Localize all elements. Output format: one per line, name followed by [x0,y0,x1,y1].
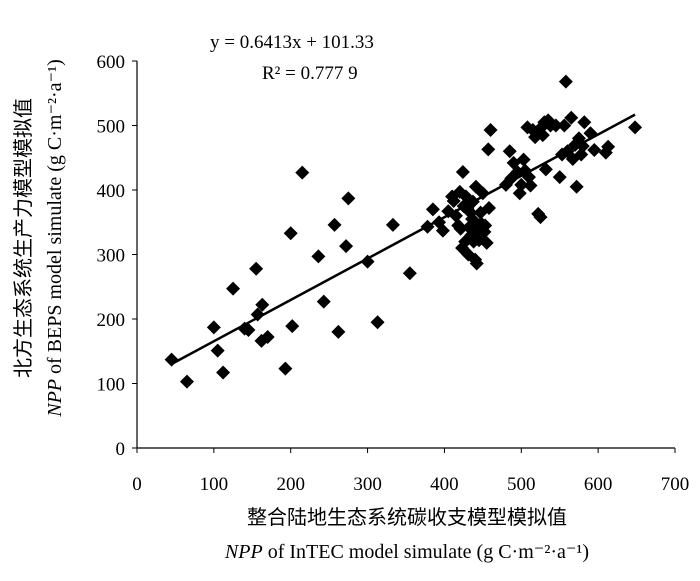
data-point [569,179,584,194]
data-point [331,324,346,339]
data-point [164,352,179,367]
data-point [502,144,517,159]
x-tick-label: 0 [132,474,142,495]
data-point [255,297,270,312]
data-point [482,201,497,216]
data-point [206,320,221,335]
data-point [475,186,490,201]
x-axis-title-en-rest: of InTEC model simulate (g C·m⁻²·a⁻¹) [263,541,589,563]
data-point [285,319,300,334]
plot-frame [136,61,675,449]
fit-equation: y = 0.6413x + 101.33 [210,32,374,53]
y-axis-title-en-rest: of BEPS model simulate (g C·m⁻²·a⁻¹) [44,59,66,379]
y-tick-label: 300 [97,246,126,267]
data-point [402,266,417,281]
data-point [327,217,342,232]
data-point [628,120,643,135]
data-point [587,143,602,158]
data-point [535,128,550,143]
data-point [278,361,293,376]
data-point [558,74,573,89]
data-point [250,307,265,322]
data-point [249,261,264,276]
data-point [226,281,241,296]
x-axis-title-en: NPP of InTEC model simulate (g C·m⁻²·a⁻¹… [224,541,589,563]
data-point [385,217,400,232]
data-point [435,223,450,238]
data-point [514,177,529,192]
data-point [453,221,468,236]
data-point [425,202,440,217]
x-tick-label: 200 [276,474,305,495]
data-point [316,294,331,309]
y-tick-label: 0 [116,439,126,460]
y-tick-label: 400 [97,181,126,202]
y-tick-label: 200 [97,310,126,331]
data-point [210,343,225,358]
y-axis-title-cn: 北方生态系统生产力模型模拟值 [12,98,35,378]
data-point [601,139,616,154]
data-point [283,226,298,241]
data-point [564,110,579,125]
data-point [469,256,484,271]
data-point [311,249,326,264]
data-point [481,142,496,157]
data-point [575,139,590,154]
y-axis-ticks: 0 100 200 300 400 500 600 [97,52,137,460]
data-points [164,74,643,389]
y-tick-label: 600 [97,52,126,73]
data-point [577,115,592,130]
fit-r-squared: R² = 0.777 9 [262,63,358,84]
data-point [295,165,310,180]
x-tick-label: 300 [353,474,382,495]
data-point [523,178,538,193]
data-point [478,218,493,233]
x-tick-label: 100 [200,474,229,495]
y-axis-title-npp: NPP [44,379,66,418]
x-axis-ticks: 0 100 200 300 400 500 600 700 [132,448,689,495]
data-point [516,152,531,167]
data-point [241,322,256,337]
data-point [479,235,494,250]
data-point [339,239,354,254]
data-point [446,193,461,208]
x-axis-title-npp: NPP [224,541,263,563]
y-tick-label: 100 [97,375,126,396]
data-point [179,374,194,389]
data-point [548,118,563,133]
x-tick-label: 400 [430,474,459,495]
data-point [552,170,567,185]
x-axis-title-cn: 整合陆地生态系统碳收支模型模拟值 [247,506,567,529]
data-point [370,315,385,330]
data-point [341,191,356,206]
fit-line-group [170,113,636,366]
x-tick-label: 600 [584,474,613,495]
x-tick-label: 500 [507,474,536,495]
data-point [557,118,572,133]
data-point [216,365,231,380]
data-point [455,164,470,179]
data-point [533,210,548,225]
data-point [360,254,375,269]
data-point [483,123,498,138]
data-point [260,330,275,345]
y-axis-title-en: NPP of BEPS model simulate (g C·m⁻²·a⁻¹) [44,59,66,418]
fit-line [170,113,636,366]
x-tick-label: 700 [661,474,690,495]
y-tick-label: 500 [97,117,126,138]
